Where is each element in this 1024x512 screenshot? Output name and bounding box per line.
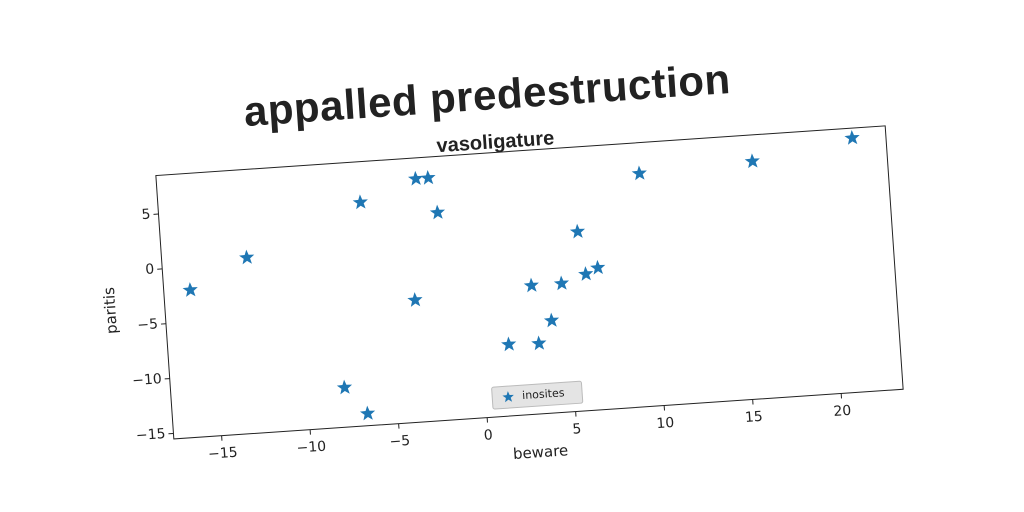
point <box>429 204 446 220</box>
point <box>182 282 198 297</box>
x-tick-label: 0 <box>483 427 493 444</box>
point <box>590 259 606 275</box>
y-tick-label: −5 <box>137 316 159 333</box>
y-tick-label: −15 <box>135 426 166 444</box>
y-tick-label: 0 <box>145 261 155 278</box>
point <box>407 170 424 186</box>
legend-label: inosites <box>522 386 565 402</box>
point <box>336 379 353 395</box>
point <box>239 249 255 265</box>
point <box>631 165 647 181</box>
x-tick-label: 5 <box>572 421 582 438</box>
x-tick-label: −10 <box>296 439 327 457</box>
legend-marker <box>502 391 514 403</box>
x-tick-label: 20 <box>833 403 852 420</box>
point <box>407 292 423 307</box>
point <box>359 405 376 421</box>
x-tick-label: −15 <box>208 445 239 463</box>
x-tick-label: 15 <box>744 409 763 426</box>
y-tick-label: 5 <box>141 207 151 224</box>
point <box>531 335 547 351</box>
point <box>744 153 760 169</box>
y-axis-label: paritis <box>100 286 121 334</box>
point <box>553 275 570 291</box>
point <box>578 266 594 281</box>
point <box>523 277 539 293</box>
point <box>569 223 586 239</box>
x-tick-label: −5 <box>389 433 411 450</box>
point <box>543 312 560 328</box>
legend-box <box>491 380 584 410</box>
point <box>844 130 860 145</box>
plot-area <box>155 125 904 440</box>
point <box>420 169 436 185</box>
x-tick-label: 10 <box>656 415 675 432</box>
x-axis-label: beware <box>512 441 568 463</box>
y-tick-label: −10 <box>132 371 163 389</box>
point <box>501 336 517 352</box>
point <box>352 194 368 210</box>
